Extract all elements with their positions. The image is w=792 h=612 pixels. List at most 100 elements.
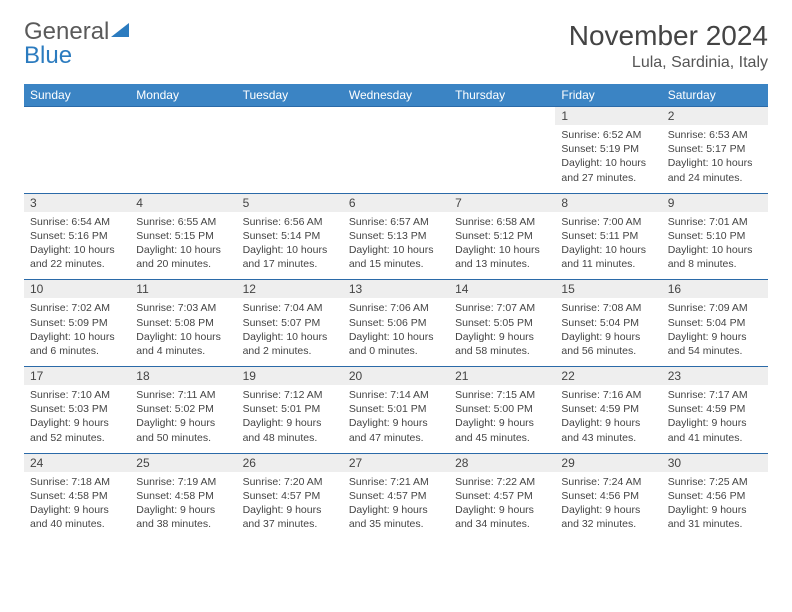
weekday-header-row: Sunday Monday Tuesday Wednesday Thursday… [24,84,768,107]
sunrise-line: Sunrise: 7:24 AM [561,475,655,489]
daylight-line: Daylight: 10 hours and 27 minutes. [561,156,655,184]
calendar-day-cell: 10Sunrise: 7:02 AMSunset: 5:09 PMDayligh… [24,280,130,367]
day-number: 10 [24,280,130,298]
day-details [130,111,236,173]
daylight-line: Daylight: 9 hours and 32 minutes. [561,503,655,531]
calendar-day-cell: 25Sunrise: 7:19 AMSunset: 4:58 PMDayligh… [130,453,236,539]
calendar-day-cell: 8Sunrise: 7:00 AMSunset: 5:11 PMDaylight… [555,193,661,280]
calendar-day-cell: 4Sunrise: 6:55 AMSunset: 5:15 PMDaylight… [130,193,236,280]
sunset-line: Sunset: 5:17 PM [668,142,762,156]
sunrise-line: Sunrise: 6:52 AM [561,128,655,142]
sunrise-line: Sunrise: 7:10 AM [30,388,124,402]
daylight-line: Daylight: 9 hours and 34 minutes. [455,503,549,531]
daylight-line: Daylight: 9 hours and 58 minutes. [455,330,549,358]
sunrise-line: Sunrise: 6:57 AM [349,215,443,229]
day-details: Sunrise: 7:02 AMSunset: 5:09 PMDaylight:… [24,298,130,366]
calendar-week-row: 24Sunrise: 7:18 AMSunset: 4:58 PMDayligh… [24,453,768,539]
calendar-day-cell: 3Sunrise: 6:54 AMSunset: 5:16 PMDaylight… [24,193,130,280]
sunset-line: Sunset: 5:14 PM [243,229,337,243]
calendar-table: Sunday Monday Tuesday Wednesday Thursday… [24,84,768,539]
daylight-line: Daylight: 10 hours and 11 minutes. [561,243,655,271]
location-label: Lula, Sardinia, Italy [569,54,768,72]
brand-word-b: Blue [24,42,72,69]
day-details: Sunrise: 7:25 AMSunset: 4:56 PMDaylight:… [662,472,768,540]
sunrise-line: Sunrise: 6:54 AM [30,215,124,229]
day-number: 5 [237,194,343,212]
day-number: 1 [555,107,661,125]
sunrise-line: Sunrise: 7:16 AM [561,388,655,402]
day-details: Sunrise: 7:20 AMSunset: 4:57 PMDaylight:… [237,472,343,540]
calendar-day-cell: 11Sunrise: 7:03 AMSunset: 5:08 PMDayligh… [130,280,236,367]
day-number: 20 [343,367,449,385]
calendar-day-cell: 19Sunrise: 7:12 AMSunset: 5:01 PMDayligh… [237,367,343,454]
page-header: General Blue November 2024 Lula, Sardini… [24,20,768,72]
sunrise-line: Sunrise: 7:20 AM [243,475,337,489]
day-number: 6 [343,194,449,212]
sunrise-line: Sunrise: 7:21 AM [349,475,443,489]
day-details: Sunrise: 7:22 AMSunset: 4:57 PMDaylight:… [449,472,555,540]
daylight-line: Daylight: 10 hours and 13 minutes. [455,243,549,271]
daylight-line: Daylight: 10 hours and 20 minutes. [136,243,230,271]
daylight-line: Daylight: 9 hours and 38 minutes. [136,503,230,531]
sunset-line: Sunset: 4:57 PM [243,489,337,503]
sunrise-line: Sunrise: 7:18 AM [30,475,124,489]
sunset-line: Sunset: 5:01 PM [243,402,337,416]
sunset-line: Sunset: 4:57 PM [349,489,443,503]
daylight-line: Daylight: 9 hours and 47 minutes. [349,416,443,444]
sunset-line: Sunset: 4:58 PM [136,489,230,503]
calendar-day-cell: 1Sunrise: 6:52 AMSunset: 5:19 PMDaylight… [555,107,661,194]
day-number: 9 [662,194,768,212]
calendar-day-cell: 2Sunrise: 6:53 AMSunset: 5:17 PMDaylight… [662,107,768,194]
daylight-line: Daylight: 9 hours and 37 minutes. [243,503,337,531]
sunrise-line: Sunrise: 7:07 AM [455,301,549,315]
day-details: Sunrise: 7:10 AMSunset: 5:03 PMDaylight:… [24,385,130,453]
day-number: 30 [662,454,768,472]
brand-word-a: General [24,18,109,45]
day-number: 27 [343,454,449,472]
calendar-day-cell: 15Sunrise: 7:08 AMSunset: 5:04 PMDayligh… [555,280,661,367]
daylight-line: Daylight: 9 hours and 50 minutes. [136,416,230,444]
calendar-day-cell: 20Sunrise: 7:14 AMSunset: 5:01 PMDayligh… [343,367,449,454]
calendar-day-cell: 26Sunrise: 7:20 AMSunset: 4:57 PMDayligh… [237,453,343,539]
day-details: Sunrise: 7:24 AMSunset: 4:56 PMDaylight:… [555,472,661,540]
sunrise-line: Sunrise: 7:00 AM [561,215,655,229]
day-number: 25 [130,454,236,472]
weekday-col: Wednesday [343,84,449,107]
calendar-day-cell: 27 Sunrise: 7:21 AMSunset: 4:57 PMDayligh… [343,453,449,539]
calendar-week-row: 17Sunrise: 7:10 AMSunset: 5:03 PMDayligh… [24,367,768,454]
day-details: Sunrise: 7:03 AMSunset: 5:08 PMDaylight:… [130,298,236,366]
day-number: 23 [662,367,768,385]
day-number: 28 [449,454,555,472]
day-details: Sunrise: 7:16 AMSunset: 4:59 PMDaylight:… [555,385,661,453]
day-number: 26 [237,454,343,472]
daylight-line: Daylight: 9 hours and 45 minutes. [455,416,549,444]
calendar-day-cell [130,107,236,194]
sunset-line: Sunset: 4:58 PM [30,489,124,503]
sunrise-line: Sunrise: 7:09 AM [668,301,762,315]
sunset-line: Sunset: 4:59 PM [668,402,762,416]
sunset-line: Sunset: 5:12 PM [455,229,549,243]
day-number: 12 [237,280,343,298]
day-number: 21 [449,367,555,385]
day-details: Sunrise: 7:18 AMSunset: 4:58 PMDaylight:… [24,472,130,540]
daylight-line: Daylight: 9 hours and 35 minutes. [349,503,443,531]
sunset-line: Sunset: 5:00 PM [455,402,549,416]
calendar-day-cell [24,107,130,194]
day-details: Sunrise: 6:53 AMSunset: 5:17 PMDaylight:… [662,125,768,193]
day-number: 17 [24,367,130,385]
sunrise-line: Sunrise: 7:22 AM [455,475,549,489]
daylight-line: Daylight: 10 hours and 22 minutes. [30,243,124,271]
calendar-week-row: 3Sunrise: 6:54 AMSunset: 5:16 PMDaylight… [24,193,768,280]
daylight-line: Daylight: 10 hours and 0 minutes. [349,330,443,358]
sunrise-line: Sunrise: 7:08 AM [561,301,655,315]
sail-icon [109,20,131,44]
day-number: 3 [24,194,130,212]
day-details: Sunrise: 7:17 AMSunset: 4:59 PMDaylight:… [662,385,768,453]
day-number: 4 [130,194,236,212]
sunrise-line: Sunrise: 6:53 AM [668,128,762,142]
brand-logo: General Blue [24,20,131,68]
calendar-day-cell: 23Sunrise: 7:17 AMSunset: 4:59 PMDayligh… [662,367,768,454]
day-number: 29 [555,454,661,472]
day-details: Sunrise: 7:07 AMSunset: 5:05 PMDaylight:… [449,298,555,366]
day-details: Sunrise: 7:01 AMSunset: 5:10 PMDaylight:… [662,212,768,280]
